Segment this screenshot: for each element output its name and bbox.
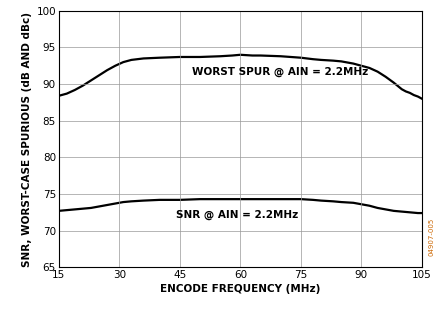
Text: SNR @ AIN = 2.2MHz: SNR @ AIN = 2.2MHz (175, 210, 297, 220)
Text: 04907-005: 04907-005 (427, 218, 433, 256)
Y-axis label: SNR, WORST-CASE SPURIOUS (dB AND dBc): SNR, WORST-CASE SPURIOUS (dB AND dBc) (22, 11, 32, 267)
X-axis label: ENCODE FREQUENCY (MHz): ENCODE FREQUENCY (MHz) (160, 284, 320, 294)
Text: WORST SPUR @ AIN = 2.2MHz: WORST SPUR @ AIN = 2.2MHz (191, 66, 367, 77)
